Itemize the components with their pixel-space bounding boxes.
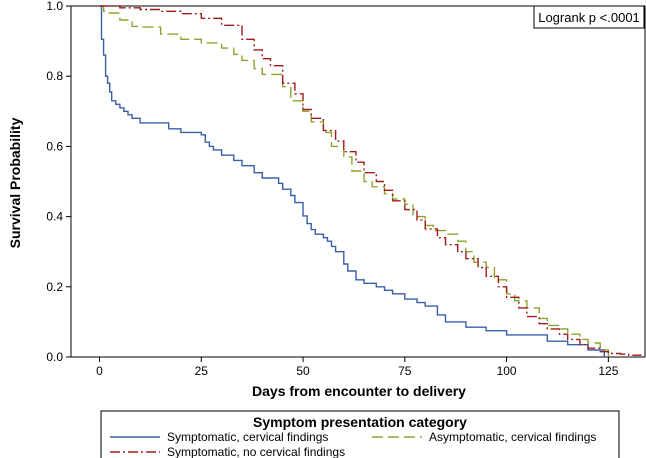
x-tick-label: 0 (96, 364, 103, 378)
plot-frame (70, 5, 646, 358)
x-tick-label: 25 (195, 364, 209, 378)
series-line-1 (99, 5, 605, 357)
x-tick-label: 50 (296, 364, 310, 378)
legend-items: Symptomatic, cervical findings Asymptomat… (110, 430, 596, 458)
y-tick-label: 0.2 (46, 280, 63, 294)
y-tick-label: 0.0 (46, 350, 63, 364)
annotation-box (533, 5, 645, 29)
series-line-2 (99, 5, 610, 357)
y-tick-label: 1.0 (46, 0, 63, 13)
y-axis-title: Survival Probability (7, 117, 23, 248)
axes-layer: 0 25 50 75 100 125 0.0 0.2 0.4 0.6 0.8 1.0 (46, 0, 618, 378)
y-tick-label: 0.4 (46, 210, 63, 224)
x-axis-title: Days from encounter to delivery (252, 383, 466, 399)
x-tick-label: 125 (598, 364, 618, 378)
series-line-3 (99, 5, 642, 356)
y-tick-label: 0.6 (46, 139, 63, 153)
logrank-annotation: Logrank p <.0001 (538, 10, 640, 25)
legend-label: Symptomatic, no cervical findings (167, 445, 345, 458)
legend-label: Asymptomatic, cervical findings (429, 430, 596, 444)
legend-title: Symptom presentation category (253, 414, 467, 430)
plot-area (70, 5, 646, 358)
legend-box (100, 410, 620, 458)
y-tick-label: 0.8 (46, 69, 63, 83)
series-layer (99, 5, 642, 357)
legend-label: Symptomatic, cervical findings (167, 430, 328, 444)
x-tick-label: 75 (398, 364, 412, 378)
x-tick-label: 100 (497, 364, 517, 378)
